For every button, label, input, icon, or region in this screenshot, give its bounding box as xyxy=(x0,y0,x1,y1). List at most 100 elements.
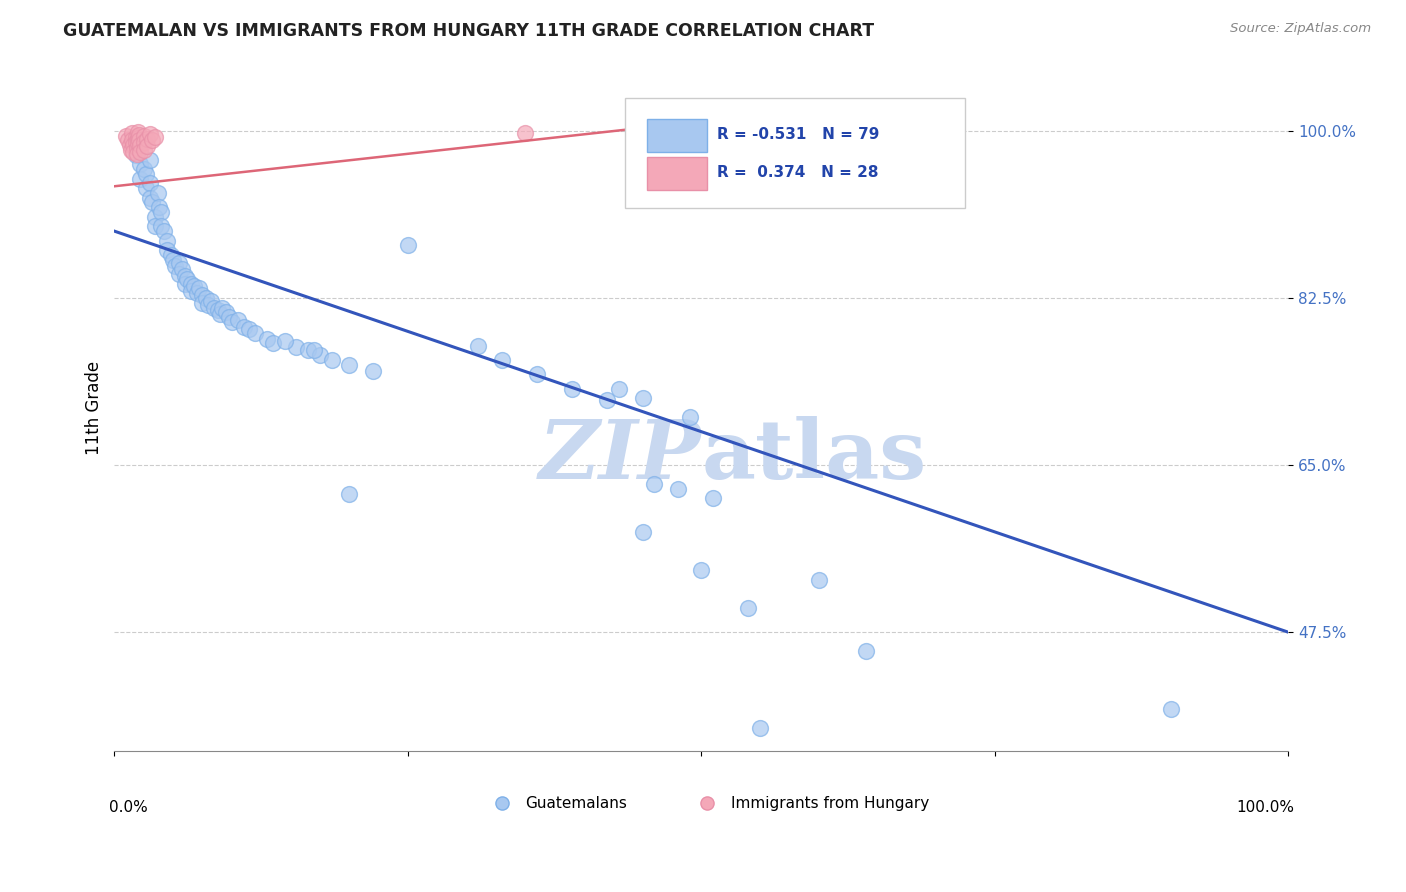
Point xyxy=(132,162,155,177)
Point xyxy=(396,238,419,252)
Y-axis label: 11th Grade: 11th Grade xyxy=(86,360,103,455)
Point xyxy=(526,368,548,382)
Point xyxy=(141,195,163,210)
Point xyxy=(515,126,537,140)
Point xyxy=(122,145,145,159)
Point xyxy=(132,128,155,143)
Point xyxy=(285,340,308,354)
Text: Guatemalans: Guatemalans xyxy=(526,796,627,811)
Point xyxy=(491,353,513,368)
Point xyxy=(138,177,160,191)
Point xyxy=(127,125,149,139)
Point xyxy=(308,348,330,362)
Point xyxy=(200,293,222,308)
FancyBboxPatch shape xyxy=(647,119,707,152)
Point xyxy=(136,131,159,145)
FancyBboxPatch shape xyxy=(647,157,707,190)
Point xyxy=(120,143,142,157)
Point xyxy=(226,313,249,327)
Point xyxy=(702,491,724,506)
Point xyxy=(162,252,184,267)
Point xyxy=(180,277,202,291)
Text: Immigrants from Hungary: Immigrants from Hungary xyxy=(731,796,929,811)
Text: GUATEMALAN VS IMMIGRANTS FROM HUNGARY 11TH GRADE CORRELATION CHART: GUATEMALAN VS IMMIGRANTS FROM HUNGARY 11… xyxy=(63,22,875,40)
Text: atlas: atlas xyxy=(702,416,927,496)
Point xyxy=(855,644,877,658)
Point xyxy=(121,126,143,140)
Point xyxy=(211,301,233,315)
Point xyxy=(297,343,319,358)
Point xyxy=(159,248,181,262)
Point xyxy=(215,305,238,319)
Point xyxy=(207,303,229,318)
Point xyxy=(129,157,152,171)
Point xyxy=(337,486,360,500)
Point xyxy=(197,298,219,312)
Point xyxy=(128,133,150,147)
Point xyxy=(125,146,148,161)
Point xyxy=(256,332,278,346)
Point xyxy=(1160,701,1182,715)
Point xyxy=(302,343,325,358)
Point xyxy=(138,191,160,205)
Point xyxy=(172,262,194,277)
Point xyxy=(631,391,654,405)
Point xyxy=(136,139,159,153)
Point xyxy=(115,128,138,143)
Point xyxy=(138,127,160,141)
Point xyxy=(807,573,830,587)
Point xyxy=(121,133,143,147)
Point xyxy=(156,234,179,248)
Point xyxy=(191,288,214,302)
Point xyxy=(132,136,155,150)
Point xyxy=(737,601,759,615)
Point xyxy=(152,224,174,238)
FancyBboxPatch shape xyxy=(626,98,966,209)
Point xyxy=(238,322,260,336)
Point xyxy=(209,307,232,321)
Point xyxy=(749,721,772,735)
Point xyxy=(141,133,163,147)
Point xyxy=(150,219,173,234)
Point xyxy=(194,291,217,305)
Point xyxy=(232,319,254,334)
Point xyxy=(127,136,149,151)
Point xyxy=(117,133,139,147)
Point xyxy=(337,358,360,372)
Point xyxy=(173,268,195,283)
Point xyxy=(321,353,343,368)
Point xyxy=(128,128,150,142)
Point xyxy=(607,382,630,396)
Point xyxy=(124,136,146,150)
Point xyxy=(132,143,155,157)
Point xyxy=(467,339,489,353)
Point xyxy=(167,267,190,281)
Text: 100.0%: 100.0% xyxy=(1236,799,1294,814)
Point xyxy=(135,167,157,181)
Point xyxy=(245,326,267,341)
Point xyxy=(148,200,170,214)
Point xyxy=(118,138,141,153)
Text: ZIP: ZIP xyxy=(538,416,702,496)
Point xyxy=(180,285,202,299)
Point xyxy=(127,130,149,145)
Point xyxy=(596,393,619,408)
Text: Source: ZipAtlas.com: Source: ZipAtlas.com xyxy=(1230,22,1371,36)
Point xyxy=(678,410,700,425)
Point xyxy=(167,255,190,269)
Point xyxy=(561,382,583,396)
Text: R =  0.374   N = 28: R = 0.374 N = 28 xyxy=(717,165,877,180)
Point xyxy=(156,244,179,258)
Point xyxy=(176,272,198,286)
Point xyxy=(124,147,146,161)
Point xyxy=(129,145,152,159)
Point xyxy=(150,205,173,219)
Point xyxy=(129,138,152,153)
Point xyxy=(187,281,209,295)
Point xyxy=(631,524,654,539)
Point xyxy=(145,210,167,224)
Point xyxy=(273,334,295,348)
Point xyxy=(202,301,225,315)
Point xyxy=(186,286,208,301)
Point xyxy=(145,219,167,234)
